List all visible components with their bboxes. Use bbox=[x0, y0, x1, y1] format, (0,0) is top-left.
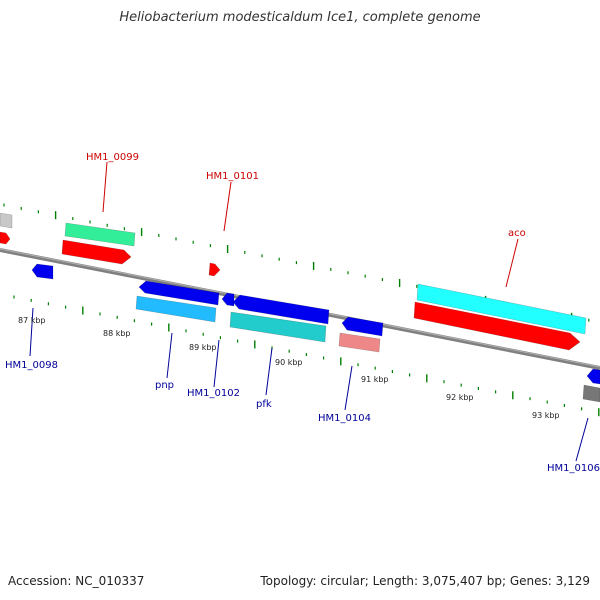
blue-arrow-0106[interactable] bbox=[586, 368, 600, 385]
feature-layer bbox=[0, 212, 600, 403]
gene-label-HM1_0101[interactable]: HM1_0101 bbox=[206, 171, 259, 182]
ruler-label: 89 kbp bbox=[189, 343, 217, 352]
genome-summary-text: Topology: circular; Length: 3,075,407 bp… bbox=[260, 574, 590, 588]
pink-feature-0104[interactable] bbox=[338, 332, 381, 353]
leader-aco bbox=[505, 238, 519, 288]
blue-arrow-0102[interactable] bbox=[221, 292, 235, 307]
leader-HM1_0102 bbox=[213, 339, 220, 388]
tick-row-bottom bbox=[13, 295, 600, 417]
leader-HM1_0101 bbox=[223, 181, 232, 232]
blue-arrow-pfk[interactable] bbox=[232, 294, 330, 325]
red-feature-0099[interactable] bbox=[61, 239, 132, 265]
cyan-feature-aco[interactable] bbox=[416, 283, 587, 335]
leader-pfk bbox=[265, 347, 273, 396]
leader-HM1_0099 bbox=[102, 161, 108, 213]
blue-arrow-0098[interactable] bbox=[31, 263, 54, 280]
accession-text: Accession: NC_010337 bbox=[8, 574, 145, 588]
blue-arrow-pnp[interactable] bbox=[138, 280, 220, 306]
ruler-label: 88 kbp bbox=[103, 329, 131, 338]
lightblue-feature-pnp[interactable] bbox=[135, 295, 217, 323]
ruler-label: 90 kbp bbox=[275, 358, 303, 367]
leader-HM1_0098 bbox=[29, 307, 34, 357]
gene-label-pfk[interactable]: pfk bbox=[256, 399, 272, 410]
gene-label-HM1_0098[interactable]: HM1_0098 bbox=[5, 360, 58, 371]
gene-label-aco[interactable]: aco bbox=[508, 228, 526, 239]
ruler-label: 87 kbp bbox=[18, 316, 46, 325]
ruler-label: 91 kbp bbox=[361, 375, 389, 384]
teal-feature-pfk[interactable] bbox=[229, 311, 327, 343]
blue-arrow-0104[interactable] bbox=[341, 316, 384, 337]
leader-lines bbox=[29, 161, 589, 462]
gene-label-HM1_0099[interactable]: HM1_0099 bbox=[86, 152, 139, 163]
red-feature-aco[interactable] bbox=[413, 301, 581, 351]
gray-feature-right[interactable] bbox=[582, 384, 600, 403]
leader-pnp bbox=[166, 332, 173, 379]
gray-feature-left[interactable] bbox=[0, 212, 13, 229]
ruler-label: 93 kbp bbox=[532, 411, 560, 420]
green-feature[interactable] bbox=[64, 222, 136, 247]
map-title: Heliobacterium modesticaldum Ice1, compl… bbox=[119, 10, 481, 25]
leader-HM1_0104 bbox=[344, 365, 353, 411]
tick-row-top bbox=[3, 203, 590, 322]
ruler-labels: 87 kbp 88 kbp 89 kbp 90 kbp 91 kbp 92 kb… bbox=[18, 316, 560, 420]
gene-labels: HM1_0099 HM1_0101 aco HM1_0098 pnp HM1_0… bbox=[5, 152, 600, 474]
red-arrow-0101[interactable] bbox=[208, 262, 221, 277]
ruler-label: 92 kbp bbox=[446, 393, 474, 402]
red-arrow-left-edge[interactable] bbox=[0, 231, 11, 245]
gene-label-HM1_0104[interactable]: HM1_0104 bbox=[318, 413, 371, 424]
leader-HM1_0106 bbox=[575, 417, 589, 462]
gene-label-HM1_0102[interactable]: HM1_0102 bbox=[187, 388, 240, 399]
gene-label-HM1_0106[interactable]: HM1_0106 bbox=[547, 463, 600, 474]
gene-label-pnp[interactable]: pnp bbox=[155, 380, 174, 391]
